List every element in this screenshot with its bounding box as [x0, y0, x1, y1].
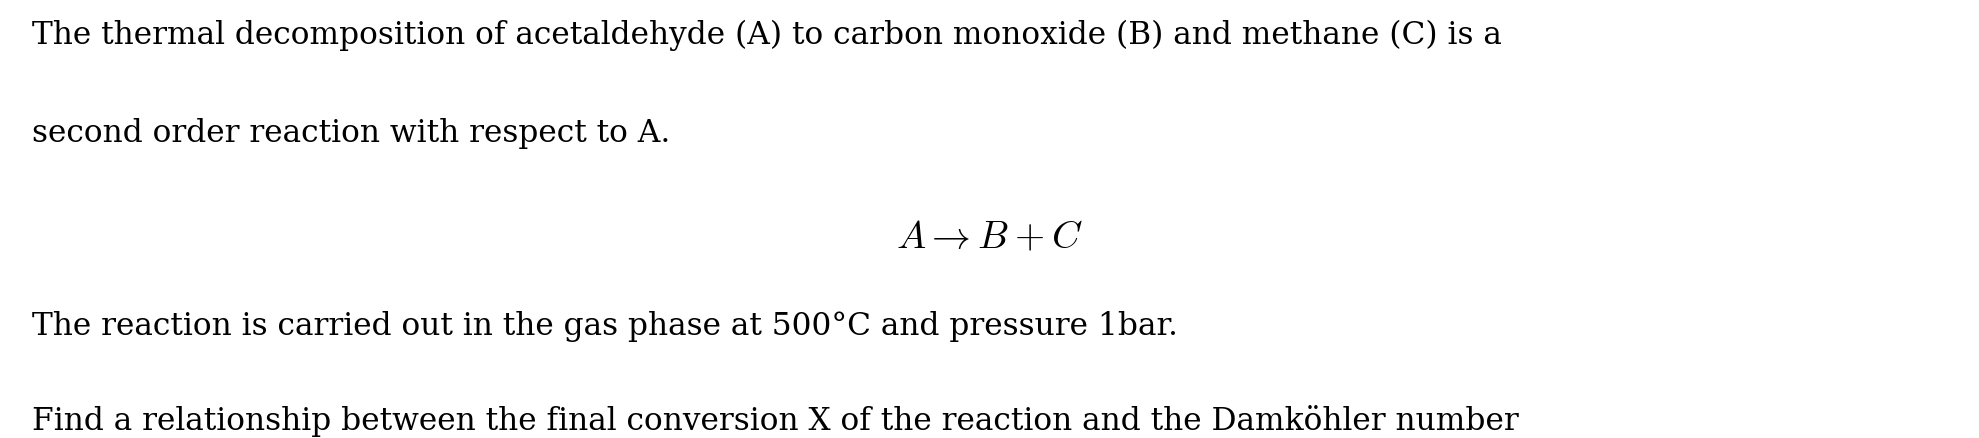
Text: second order reaction with respect to A.: second order reaction with respect to A.: [32, 118, 671, 149]
Text: The reaction is carried out in the gas phase at 500°C and pressure 1bar.: The reaction is carried out in the gas p…: [32, 311, 1178, 342]
Text: The thermal decomposition of acetaldehyde (A) to carbon monoxide (B) and methane: The thermal decomposition of acetaldehyd…: [32, 20, 1502, 51]
Text: $A \rightarrow B + C$: $A \rightarrow B + C$: [896, 219, 1083, 256]
Text: Find a relationship between the final conversion X of the reaction and the Damkö: Find a relationship between the final co…: [32, 405, 1518, 437]
